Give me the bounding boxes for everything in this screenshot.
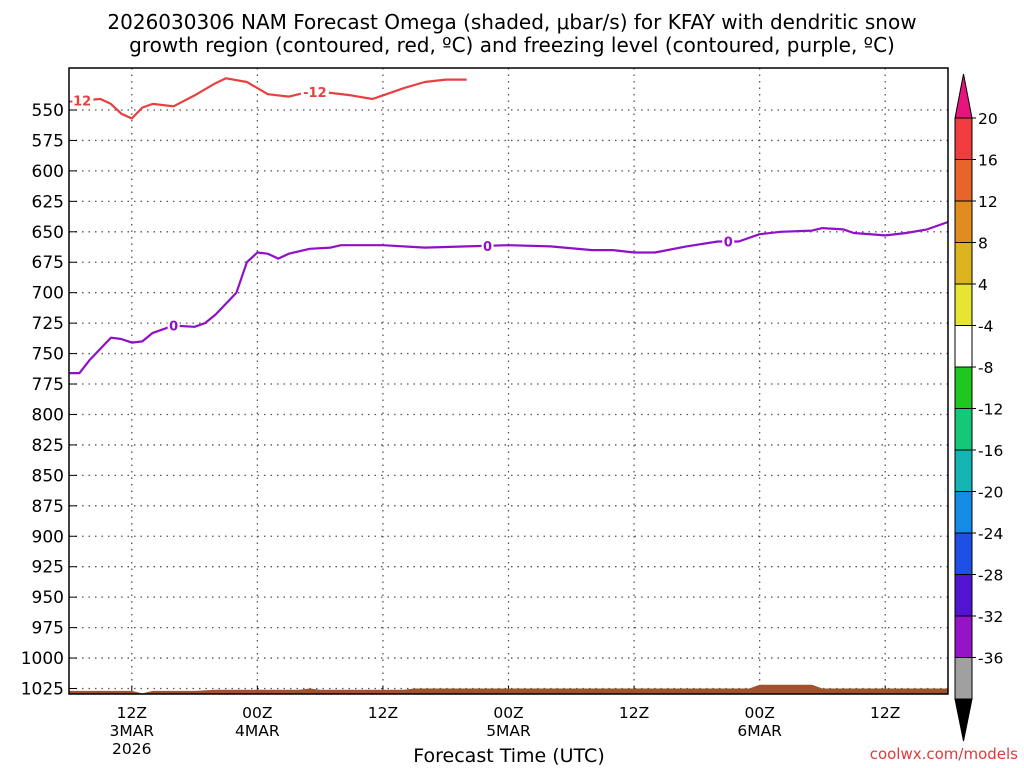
y-tick-label: 975 [32,619,64,639]
y-tick-label: 650 [32,223,64,243]
colorbar-label: 20 [978,110,998,128]
colorbar-label: -12 [978,401,1003,419]
y-tick-label: 550 [32,101,64,121]
colorbar-label: -8 [978,359,993,377]
y-tick-label: 875 [32,497,64,517]
credit-text: coolwx.com/models [869,745,1018,763]
colorbar-label: -36 [978,650,1003,668]
colorbar-swatch [954,449,973,492]
y-tick-label: 600 [32,162,64,182]
colorbar-label: 8 [978,235,988,253]
freezing-level-contour: 0 0 0 [69,220,948,375]
x-axis-title: Forecast Time (UTC) [413,745,605,767]
colorbar-swatch [954,283,973,326]
y-tick-label: 575 [32,131,64,151]
colorbar-label: -32 [978,608,1003,626]
y-tick-label: 825 [32,436,64,456]
chart-title-line-1: 2026030306 NAM Forecast Omega (shaded, μ… [107,10,917,34]
colorbar-swatch [954,615,973,658]
contour-label: 0 [169,320,178,335]
y-tick-label: 850 [32,466,64,486]
contour-label: -12 [68,95,92,110]
colorbar-label: -20 [978,484,1003,502]
colorbar-label: -28 [978,567,1003,585]
y-tick-label: 925 [32,558,64,578]
x-tick-label: 3MAR [109,722,154,740]
colorbar-swatch [954,408,973,451]
colorbar-swatch [954,242,973,285]
colorbar-label: -16 [978,442,1003,460]
colorbar-top-arrow [954,73,973,119]
contour-label: -12 [303,86,327,101]
x-tick-label: 12Z [117,704,147,722]
colorbar-swatch [954,117,973,160]
x-tick-label: 12Z [619,704,649,722]
contour-label-bg [69,93,94,108]
contour-line [69,220,948,375]
colorbar-swatch [954,491,973,534]
chart-title-line-2: growth region (contoured, red, ºC) and f… [129,33,895,57]
contour-label: 0 [483,240,492,255]
y-tick-label: 1000 [21,649,64,669]
y-tick-label: 625 [32,192,64,212]
y-tick-label: 900 [32,527,64,547]
y-tick-label: 950 [32,588,64,608]
y-tick-label: 800 [32,405,64,425]
y-tick-label: 700 [32,284,64,304]
colorbar-bottom-arrow [954,698,973,742]
y-tick-label: 725 [32,314,64,334]
colorbar-swatch [954,366,973,409]
x-tick-label: 4MAR [235,722,280,740]
x-tick-label: 12Z [870,704,900,722]
colorbar-label: -24 [978,525,1003,543]
x-tick-label: 00Z [242,704,272,722]
y-tick-label: 775 [32,375,64,395]
colorbar-swatch [954,325,973,368]
contour-label-bg [481,238,494,253]
contour-label-bg [167,318,180,333]
x-tick-label: 6MAR [737,722,782,740]
colorbar-swatch [954,532,973,575]
colorbar-swatch [954,200,973,243]
contour-label-bg [300,85,329,100]
colorbar-swatch [954,159,973,202]
colorbar-swatch [954,657,973,700]
colorbar-label: -4 [978,318,993,336]
contour-label-bg [722,234,735,249]
colorbar-label: 12 [978,193,998,211]
contour-line [69,77,467,120]
y-tick-label: 750 [32,345,64,365]
terrain-band [69,684,948,694]
x-tick-label: 2026 [112,740,151,758]
x-tick-label: 12Z [368,704,398,722]
x-tick-label: 00Z [493,704,523,722]
colorbar-label: 4 [978,276,988,294]
y-tick-label: 675 [32,253,64,273]
x-tick-label: 5MAR [486,722,531,740]
y-tick-label: 1025 [21,680,64,700]
x-tick-label: 00Z [744,704,774,722]
colorbar-swatch [954,574,973,617]
contour-label: 0 [724,236,733,251]
plot-frame [68,67,949,695]
dendritic-growth-contour: -12 -12 [68,77,467,120]
colorbar-label: 16 [978,152,998,170]
